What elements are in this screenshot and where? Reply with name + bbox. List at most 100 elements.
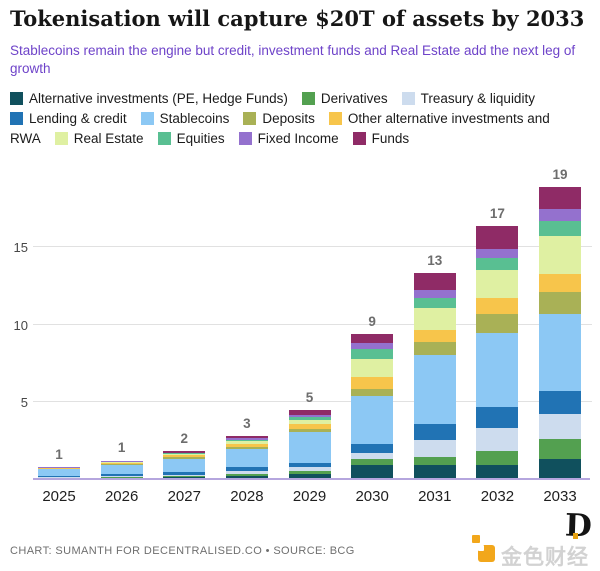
gridline bbox=[33, 246, 592, 248]
bar-segment bbox=[288, 471, 331, 475]
bar-segment bbox=[351, 458, 394, 466]
bar-stack bbox=[351, 333, 394, 479]
bar-segment bbox=[38, 477, 80, 478]
bar-total-label: 5 bbox=[305, 390, 314, 406]
bar-stack bbox=[288, 410, 331, 479]
bar-total-label: 9 bbox=[368, 313, 376, 329]
x-axis-tick-label: 2030 bbox=[355, 488, 389, 505]
jinse-logo-icon bbox=[478, 545, 484, 551]
bar-segment bbox=[351, 333, 394, 344]
bar-2027: 2 2027 bbox=[163, 170, 206, 505]
bar-segment bbox=[413, 298, 456, 309]
bar-segment bbox=[476, 269, 519, 299]
bar-series-container: 1 2025 1 2026 2 2027 3 2028 5 2029 9 2030 13 2031 17 20… bbox=[33, 167, 586, 505]
bar-segment bbox=[476, 298, 519, 314]
bar-total-label: 13 bbox=[427, 252, 443, 268]
bar-segment bbox=[225, 439, 268, 442]
bar-segment bbox=[288, 474, 331, 479]
bar-total-label: 17 bbox=[489, 205, 505, 221]
bar-segment bbox=[225, 438, 268, 440]
bar-segment bbox=[413, 329, 456, 343]
bar-segment bbox=[476, 258, 519, 270]
x-axis-tick-label: 2026 bbox=[104, 488, 139, 505]
legend-item: Lending & credit bbox=[10, 109, 127, 129]
bar-segment bbox=[413, 424, 456, 440]
bar-segment bbox=[476, 313, 519, 334]
bar-segment bbox=[288, 428, 331, 432]
bar-segment bbox=[100, 464, 143, 475]
bar-segment bbox=[38, 468, 80, 469]
bar-segment bbox=[539, 438, 581, 459]
watermark-text: 金色财经 bbox=[501, 545, 589, 569]
bar-segment bbox=[163, 455, 206, 457]
bar-segment bbox=[100, 477, 143, 478]
bar-segment bbox=[413, 308, 456, 330]
bar-stack bbox=[539, 187, 581, 479]
legend-item: Derivatives bbox=[301, 89, 388, 109]
gridline bbox=[33, 400, 592, 402]
bar-segment bbox=[38, 476, 80, 478]
bar-segment bbox=[100, 464, 143, 465]
bar-segment bbox=[476, 465, 519, 479]
bar-segment bbox=[476, 451, 519, 466]
bar-stack bbox=[100, 460, 143, 479]
bar-total-label: 2 bbox=[180, 431, 188, 447]
legend-item: Deposits bbox=[243, 109, 315, 129]
bar-segment bbox=[225, 448, 268, 468]
bar-segment bbox=[539, 209, 581, 222]
legend-item: Real Estate bbox=[54, 129, 144, 149]
bar-segment bbox=[288, 410, 331, 415]
x-axis-tick-label: 2033 bbox=[543, 488, 577, 505]
legend-item: Treasury & liquidity bbox=[401, 89, 535, 109]
bar-2025: 1 2025 bbox=[38, 170, 80, 505]
gridline bbox=[33, 323, 592, 325]
bar-segment bbox=[351, 377, 394, 389]
bar-segment bbox=[413, 272, 456, 290]
bar-segment bbox=[163, 472, 206, 475]
bar-stack bbox=[476, 225, 519, 479]
bar-total-label: 3 bbox=[243, 415, 251, 431]
legend-label: Treasury & liquidity bbox=[420, 91, 535, 106]
bar-segment bbox=[413, 355, 456, 425]
legend-label: Funds bbox=[371, 131, 410, 146]
legend-swatch-icon bbox=[238, 132, 252, 145]
bar-segment bbox=[539, 273, 581, 293]
legend-swatch-icon bbox=[10, 92, 23, 105]
bar-segment bbox=[351, 358, 394, 378]
bar-2030: 9 2030 bbox=[351, 170, 394, 505]
bar-segment bbox=[100, 462, 143, 463]
bar-segment bbox=[163, 454, 206, 456]
bar-segment bbox=[225, 435, 268, 439]
page-title: Tokenisation will capture $20T of assets… bbox=[10, 6, 585, 31]
legend-swatch-icon bbox=[301, 92, 315, 105]
legend-swatch-icon bbox=[54, 132, 68, 145]
bar-segment bbox=[163, 451, 206, 453]
legend-label: Derivatives bbox=[320, 91, 388, 106]
bar-segment bbox=[288, 420, 331, 425]
bar-segment bbox=[539, 313, 581, 391]
x-axis-tick-label: 2031 bbox=[418, 488, 452, 505]
bar-segment bbox=[163, 456, 206, 459]
plot-area: 1 2025 1 2026 2 2027 3 2028 5 2029 9 2030 13 2031 17 20… bbox=[33, 167, 592, 505]
bar-segment bbox=[288, 462, 331, 468]
bar-segment bbox=[225, 446, 268, 449]
bar-segment bbox=[288, 424, 331, 429]
x-axis-tick-label: 2027 bbox=[167, 488, 201, 505]
legend-label: Fixed Income bbox=[257, 131, 339, 146]
bar-segment bbox=[413, 465, 456, 479]
bar-segment bbox=[539, 187, 581, 210]
bar-segment bbox=[163, 474, 206, 477]
bar-segment bbox=[163, 452, 206, 454]
bar-segment bbox=[288, 431, 331, 463]
legend-label: Equities bbox=[176, 131, 225, 146]
bar-segment bbox=[163, 458, 206, 473]
legend-swatch-icon bbox=[401, 92, 415, 105]
legend-swatch-icon bbox=[352, 132, 366, 145]
chart-credit: CHART: SUMANTH FOR DECENTRALISED.CO • SO… bbox=[10, 545, 355, 557]
bar-2028: 3 2028 bbox=[225, 170, 268, 505]
bar-segment bbox=[100, 460, 143, 462]
bar-segment bbox=[225, 443, 268, 447]
bar-2029: 5 2029 bbox=[288, 170, 331, 505]
bar-segment bbox=[100, 461, 143, 463]
y-axis-tick-label: 5 bbox=[20, 394, 28, 410]
